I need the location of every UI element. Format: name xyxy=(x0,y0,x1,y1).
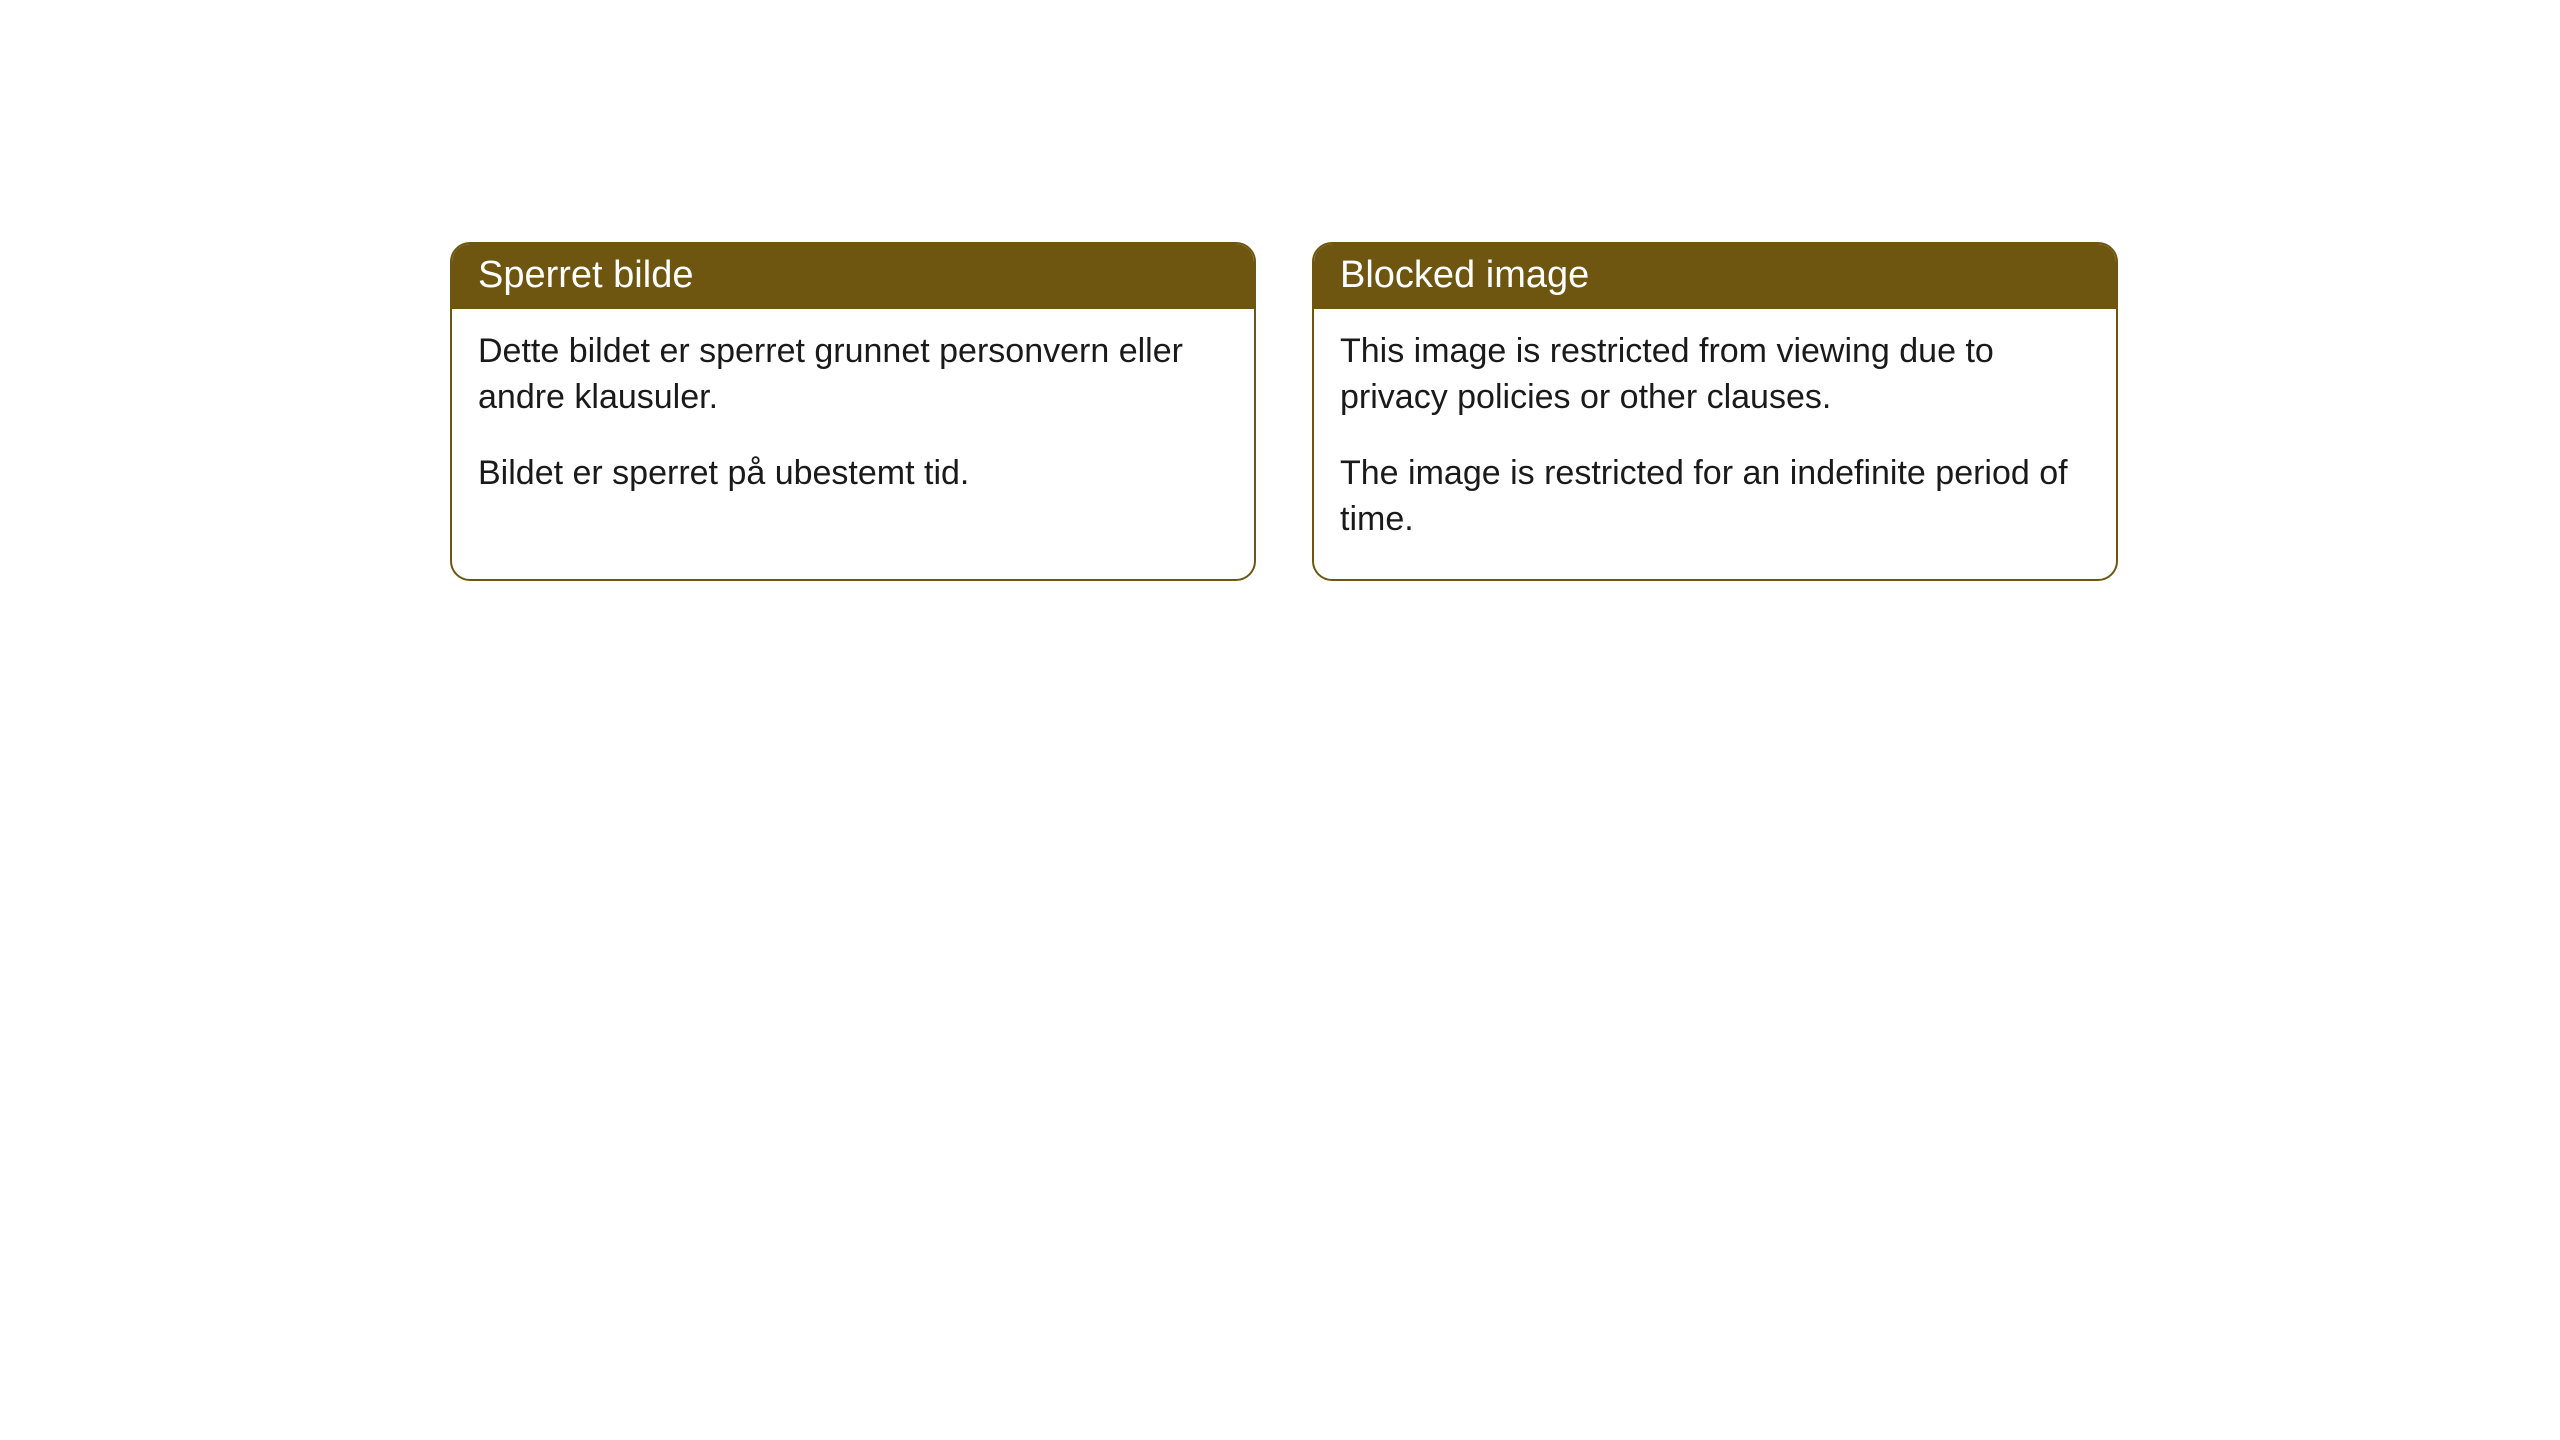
card-header: Blocked image xyxy=(1314,244,2116,309)
card-body: This image is restricted from viewing du… xyxy=(1314,309,2116,579)
blocked-image-card-norwegian: Sperret bilde Dette bildet er sperret gr… xyxy=(450,242,1256,581)
card-paragraph-1: Dette bildet er sperret grunnet personve… xyxy=(478,329,1228,421)
blocked-image-card-english: Blocked image This image is restricted f… xyxy=(1312,242,2118,581)
card-body: Dette bildet er sperret grunnet personve… xyxy=(452,309,1254,533)
card-paragraph-1: This image is restricted from viewing du… xyxy=(1340,329,2090,421)
card-header: Sperret bilde xyxy=(452,244,1254,309)
card-title: Sperret bilde xyxy=(478,254,693,296)
card-paragraph-2: The image is restricted for an indefinit… xyxy=(1340,451,2090,543)
card-paragraph-2: Bildet er sperret på ubestemt tid. xyxy=(478,451,1228,497)
notice-container: Sperret bilde Dette bildet er sperret gr… xyxy=(0,0,2560,581)
card-title: Blocked image xyxy=(1340,254,1589,296)
